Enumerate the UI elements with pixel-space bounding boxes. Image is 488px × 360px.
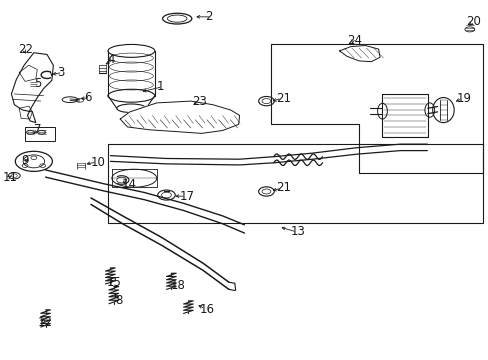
Text: 20: 20 bbox=[466, 15, 480, 28]
Text: 24: 24 bbox=[346, 34, 361, 48]
Text: 21: 21 bbox=[276, 92, 290, 105]
Text: 5: 5 bbox=[34, 77, 41, 90]
Text: 2: 2 bbox=[205, 10, 213, 23]
Text: 17: 17 bbox=[180, 190, 195, 203]
Text: 22: 22 bbox=[18, 42, 33, 55]
Text: 7: 7 bbox=[34, 123, 41, 136]
Text: 19: 19 bbox=[456, 92, 470, 105]
Bar bbox=[25, 127, 55, 141]
Text: 13: 13 bbox=[290, 225, 305, 238]
Polygon shape bbox=[339, 45, 379, 62]
Polygon shape bbox=[120, 101, 239, 134]
Text: 16: 16 bbox=[199, 303, 214, 316]
Text: 21: 21 bbox=[276, 181, 290, 194]
Text: 23: 23 bbox=[191, 95, 206, 108]
Text: 8: 8 bbox=[115, 294, 122, 307]
Text: 10: 10 bbox=[91, 156, 105, 168]
Text: 15: 15 bbox=[107, 276, 122, 289]
Text: 4: 4 bbox=[107, 53, 114, 66]
Text: 1: 1 bbox=[157, 80, 164, 93]
Text: 3: 3 bbox=[57, 66, 64, 79]
Polygon shape bbox=[11, 53, 53, 123]
Text: 12: 12 bbox=[37, 316, 52, 329]
Text: 11: 11 bbox=[3, 171, 18, 184]
Text: 6: 6 bbox=[84, 91, 92, 104]
Text: 9: 9 bbox=[21, 154, 29, 167]
Text: 18: 18 bbox=[170, 279, 185, 292]
Text: 14: 14 bbox=[122, 178, 136, 191]
